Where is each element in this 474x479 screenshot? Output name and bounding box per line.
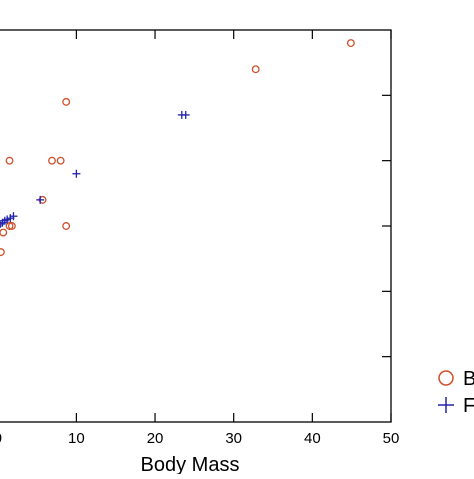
data-point-circle — [251, 65, 260, 74]
x-tick-label: 50 — [383, 430, 400, 447]
data-point-circle — [62, 222, 71, 230]
legend-label: B — [463, 368, 474, 390]
x-tick-label: 20 — [147, 430, 164, 447]
data-point-circle — [62, 97, 71, 106]
legend-label: F — [463, 395, 474, 417]
legend-marker-plus — [438, 397, 454, 413]
data-point-plus — [0, 218, 7, 227]
plot-frame — [0, 29, 392, 423]
x-tick-label: 30 — [225, 430, 242, 447]
data-point-circle — [48, 156, 56, 165]
data-point-circle — [346, 39, 355, 48]
data-point-circle — [0, 248, 5, 257]
data-point-plus — [177, 110, 186, 119]
x-tick-label: 40 — [304, 430, 321, 447]
data-point-circle — [56, 156, 65, 165]
data-point-circle — [7, 222, 16, 230]
data-point-plus — [0, 220, 5, 229]
data-point-circle — [0, 228, 8, 237]
data-point-plus — [36, 195, 45, 204]
x-axis-title: Body Mass — [141, 454, 240, 474]
data-point-circle — [5, 222, 14, 230]
x-tick-label: 10 — [68, 430, 85, 447]
data-point-plus — [72, 169, 81, 178]
legend-marker-circle — [438, 370, 454, 386]
data-point-plus — [0, 225, 2, 227]
data-point-circle — [5, 156, 14, 165]
x-tick-label: 0 — [0, 430, 2, 447]
